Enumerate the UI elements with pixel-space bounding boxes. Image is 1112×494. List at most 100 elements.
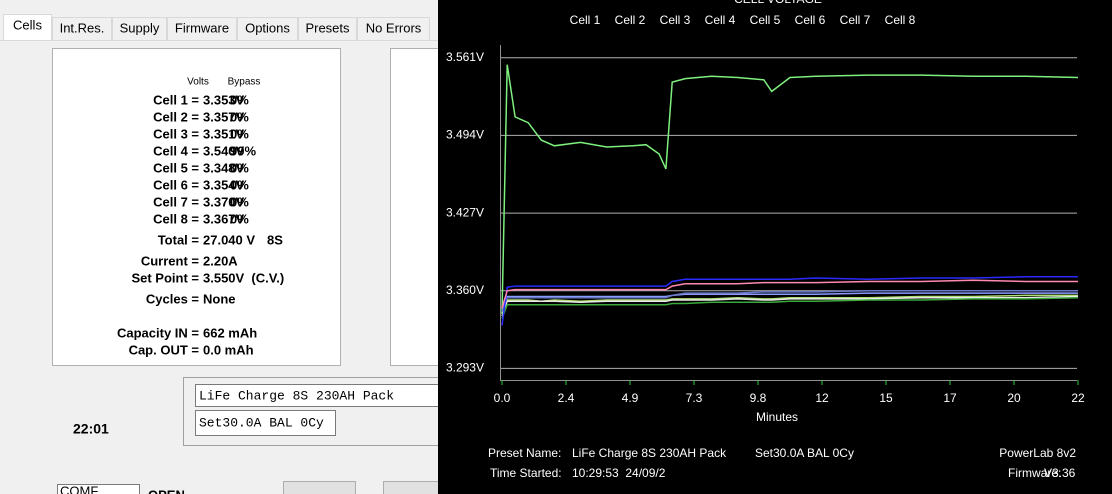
- cell-bypass: 0%: [230, 109, 249, 124]
- cell-bypass: 0%: [230, 160, 249, 175]
- port-status: OPEN: [148, 487, 185, 494]
- legend-entry: Cell 6: [795, 13, 826, 27]
- tab[interactable]: [112, 17, 167, 41]
- tab-label: Supply: [120, 20, 160, 35]
- legend-entry: Cell 2: [615, 13, 646, 27]
- footer-value: 10:29:53 24/09/2: [572, 466, 666, 480]
- footer-label: Time Started:: [490, 466, 562, 480]
- chart-title: CELL VOLTAGE: [734, 0, 822, 6]
- y-tick-label: 3.427V: [446, 205, 484, 219]
- series-line: [501, 279, 1078, 309]
- cell-label: Cell 8 =: [153, 211, 199, 226]
- info-label: Current =: [141, 253, 200, 268]
- footer-value: V3.36: [1044, 466, 1076, 480]
- x-tick-label: 0.0: [494, 391, 511, 405]
- cell-volts: 3.357V: [203, 109, 245, 124]
- total-value: 27.040 V: [203, 232, 255, 247]
- cell-volts: 3.370V: [203, 194, 245, 209]
- y-tick-label: 3.293V: [446, 361, 484, 375]
- footer-label: Firmware:: [1008, 466, 1061, 480]
- x-tick-label: 7.3: [686, 391, 703, 405]
- y-tick-label: 3.561V: [446, 50, 484, 64]
- chart-panel: [438, 0, 1112, 494]
- cell-volts: 3.351V: [203, 126, 245, 141]
- cell-bypass: 0%: [230, 177, 249, 192]
- y-tick-label: 3.360V: [446, 283, 484, 297]
- cell-volts: 3.540V: [203, 143, 245, 158]
- x-tick-label: 17: [943, 391, 957, 405]
- info-value: 2.20A: [203, 253, 238, 268]
- tab-label: Cells: [13, 17, 42, 32]
- tab[interactable]: [298, 17, 357, 41]
- legend-entry: Cell 4: [705, 13, 736, 27]
- column-header: Bypass: [228, 77, 261, 88]
- cells-box: [52, 48, 341, 366]
- port-box[interactable]: [57, 484, 140, 494]
- x-tick-label: 4.9: [622, 391, 639, 405]
- column-header: Volts: [187, 77, 209, 88]
- clock: 22:01: [73, 421, 109, 437]
- cell-volts: 3.348V: [203, 160, 245, 175]
- cell-label: Cell 6 =: [153, 177, 199, 192]
- info-label: Cap. OUT =: [129, 342, 200, 357]
- info-label: Set Point =: [131, 270, 199, 285]
- tab-label: No Errors: [366, 20, 422, 35]
- info-value: 3.550V (C.V.): [203, 270, 284, 285]
- legend-entry: Cell 3: [660, 13, 691, 27]
- series-line: [501, 64, 1079, 314]
- info-value: None: [203, 291, 236, 306]
- tab-label: Options: [245, 20, 290, 35]
- series-line: [501, 296, 1079, 319]
- cell-volts: 3.354V: [203, 177, 245, 192]
- cell-label: Cell 4 =: [153, 143, 199, 158]
- series-line: [501, 295, 1079, 317]
- tab[interactable]: [52, 17, 112, 41]
- x-tick-label: 15: [879, 391, 893, 405]
- tab[interactable]: [3, 14, 52, 41]
- legend-entry: Cell 8: [885, 13, 916, 27]
- cell-label: Cell 2 =: [153, 109, 199, 124]
- total-label: Total =: [158, 232, 200, 247]
- footer-value: Set30.0A BAL 0Cy: [755, 446, 854, 460]
- preset-name: LiFe Charge 8S 230AH Pack: [199, 388, 394, 403]
- series-line: [501, 276, 1078, 326]
- series-line: [501, 289, 1078, 312]
- tab-label: Int.Res.: [60, 20, 105, 35]
- x-tick-label: 20: [1007, 391, 1021, 405]
- footer-label: Preset Name:: [488, 446, 561, 460]
- cell-bypass: 0%: [230, 126, 249, 141]
- tab[interactable]: [237, 17, 298, 41]
- preset-settings: Set30.0A BAL 0Cy: [199, 415, 324, 430]
- cell-volts: 3.367V: [203, 211, 245, 226]
- legend-entry: Cell 7: [840, 13, 871, 27]
- x-tick-label: 9.8: [750, 391, 767, 405]
- cell-bypass: 0%: [230, 211, 249, 226]
- tab[interactable]: [167, 17, 237, 41]
- footer-value: PowerLab 8v2: [999, 446, 1076, 460]
- cell-label: Cell 7 =: [153, 194, 199, 209]
- legend-entry: Cell 1: [570, 13, 601, 27]
- x-tick-label: 12: [815, 391, 829, 405]
- port: COMF: [60, 483, 98, 494]
- tab-label: Firmware: [175, 20, 229, 35]
- legend-entry: Cell 5: [750, 13, 781, 27]
- tab-label: Presets: [305, 20, 350, 35]
- cell-bypass: 0%: [230, 194, 249, 209]
- button[interactable]: [283, 481, 356, 494]
- cell-bypass: 99%: [230, 143, 256, 158]
- tab[interactable]: [357, 17, 430, 41]
- cell-label: Cell 1 =: [153, 92, 199, 107]
- info-value: 662 mAh: [203, 325, 257, 340]
- info-value: 0.0 mAh: [203, 342, 254, 357]
- y-tick-label: 3.494V: [446, 128, 484, 142]
- info-label: Capacity IN =: [117, 325, 199, 340]
- preset-settings-box: [195, 410, 336, 436]
- x-axis-label: Minutes: [756, 410, 798, 424]
- x-tick-label: 2.4: [558, 391, 575, 405]
- cell-bypass: 0%: [230, 92, 249, 107]
- cell-volts: 3.353V: [203, 92, 245, 107]
- footer-value: LiFe Charge 8S 230AH Pack: [572, 446, 727, 460]
- cell-label: Cell 3 =: [153, 126, 199, 141]
